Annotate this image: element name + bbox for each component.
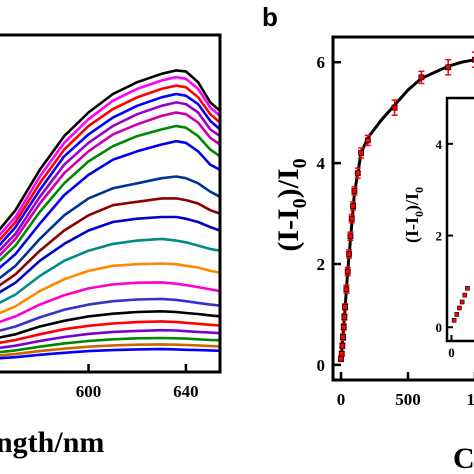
panel-b-data-point <box>445 64 452 71</box>
panel-b-data-point <box>340 334 346 341</box>
panel-b-data-point <box>347 233 354 240</box>
panel-b-x-ticks: 0 500 10 <box>337 372 474 409</box>
inset-data-point <box>457 305 462 311</box>
inset-y-ticks: 0 2 4 <box>436 137 453 335</box>
panel-b-data-point <box>339 342 346 349</box>
panel-b-y-tick-label: 0 <box>317 356 326 375</box>
panel-a-series-line <box>0 92 221 247</box>
panel-b-data-point <box>472 56 474 63</box>
panel-b-titration-chart: (I-I0)/I0 0 2 4 6 0 500 10 C <box>272 35 474 474</box>
panel-b-data-point <box>338 355 344 362</box>
panel-b-data-point <box>346 250 352 257</box>
panel-b-data-point <box>351 187 358 194</box>
panel-a-x-ticks: 600 640 <box>76 364 199 401</box>
inset-data-point <box>462 292 468 298</box>
panel-a-series-line <box>0 310 221 339</box>
panel-a-series-line <box>0 84 221 242</box>
inset-data-point <box>459 299 465 305</box>
panel-b-data-point <box>418 74 425 81</box>
panel-b-frame <box>331 35 474 382</box>
panel-b-x-tick-label: 500 <box>395 390 421 409</box>
panel-a-series-line <box>0 237 221 304</box>
panel-b-inset-chart: (I-I0)/I0 0 2 4 0 <box>402 96 474 360</box>
panel-b-data-point <box>358 150 365 156</box>
panel-b-y-tick-label: 6 <box>317 53 326 72</box>
inset-y-axis-label: (I-I0)/I0 <box>402 187 426 243</box>
panel-a-series-line <box>0 262 221 315</box>
panel-a-x-axis-label: ngth/nm <box>0 426 104 459</box>
panel-b-label: b <box>262 2 278 32</box>
inset-data-points <box>451 285 470 323</box>
panel-a-series-line <box>0 124 221 263</box>
panel-b-data-point <box>338 350 345 357</box>
panel-b-data-point <box>341 314 348 320</box>
panel-a-series-line <box>0 139 221 270</box>
panel-b-data-point <box>354 170 361 177</box>
panel-b-x-tick-label: 0 <box>337 390 346 409</box>
panel-b-y-tick-label: 4 <box>317 154 326 173</box>
inset-data-point <box>465 285 470 291</box>
panel-a-frame <box>0 33 222 374</box>
panel-b-y-tick-label: 2 <box>317 255 326 274</box>
inset-y-tick-label: 0 <box>436 320 443 335</box>
panel-b-data-point <box>340 324 347 330</box>
inset-y-tick-label: 2 <box>436 229 443 244</box>
panel-a-x-tick-label: 600 <box>76 382 102 401</box>
inset-data-point <box>454 312 460 317</box>
panel-a-series-line <box>0 343 221 357</box>
panel-b-data-point <box>364 137 371 144</box>
panel-b-data-points <box>338 51 474 363</box>
panel-a-series-line <box>0 101 221 252</box>
panel-b-y-ticks: 0 2 4 6 <box>317 53 341 375</box>
panel-a-series-line <box>0 215 221 294</box>
panel-a-spectra-chart: 600 640 ngth/nm <box>0 33 222 459</box>
inset-x-tick-label: 0 <box>448 345 455 360</box>
panel-b-data-point <box>391 104 398 111</box>
panel-a-series-line <box>0 111 221 257</box>
panel-a-series-line <box>0 297 221 332</box>
inset-data-point <box>451 318 457 323</box>
panel-a-series-line <box>0 197 221 287</box>
inset-frame <box>445 96 474 343</box>
panel-b-data-point <box>342 303 348 310</box>
panel-b-data-point <box>344 268 351 275</box>
panel-b-data-point <box>350 203 356 209</box>
inset-x-ticks: 0 <box>448 335 455 360</box>
panel-b-data-point <box>348 215 355 222</box>
panel-a-series-line <box>0 336 221 354</box>
panel-a-series-line <box>0 69 221 231</box>
panel-b-x-tick-label: 10 <box>466 390 474 409</box>
panel-a-series-line <box>0 347 221 360</box>
panel-a-series-line <box>0 328 221 350</box>
inset-y-tick-label: 4 <box>436 137 443 152</box>
panel-a-series-line <box>0 320 221 345</box>
panel-b-y-axis-label: (I-I0)/I0 <box>272 158 311 251</box>
panel-a-series-line <box>0 175 221 280</box>
panel-a-series-group <box>0 69 221 360</box>
panel-b-x-axis-label: C <box>453 442 474 474</box>
panel-b-data-point <box>343 286 350 293</box>
panel-a-series-line <box>0 281 221 324</box>
panel-a-x-tick-label: 640 <box>173 382 199 401</box>
panel-a-series-line <box>0 75 221 237</box>
